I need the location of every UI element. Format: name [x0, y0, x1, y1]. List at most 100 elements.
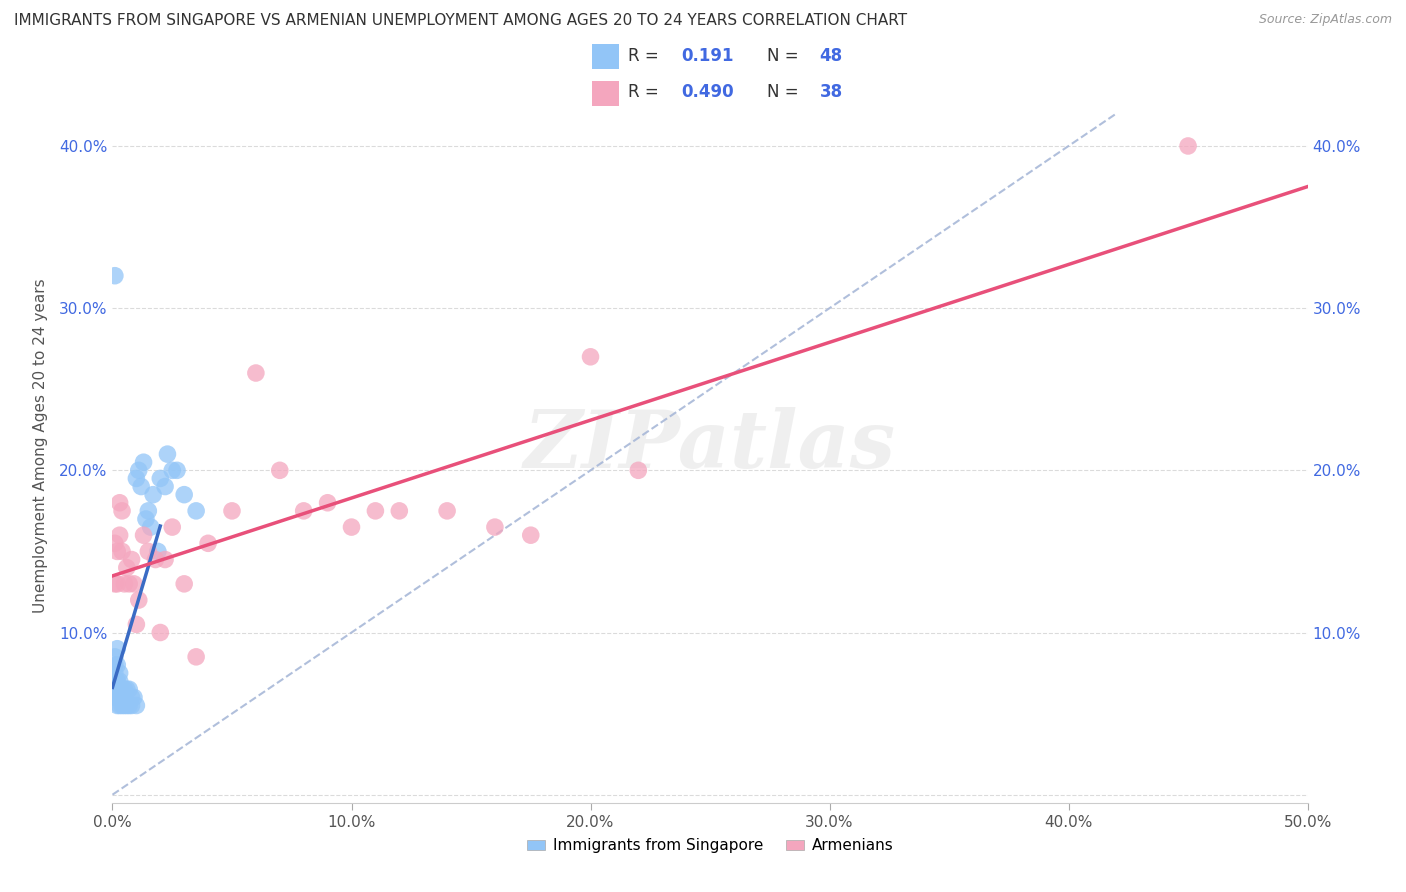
- Point: [105, 698, 128, 713]
- Point: [111, 544, 134, 558]
- Point: [153, 479, 176, 493]
- Point: [197, 536, 219, 550]
- Point: [139, 520, 162, 534]
- Text: N =: N =: [766, 83, 803, 101]
- Point: [105, 682, 128, 697]
- Point: [104, 666, 127, 681]
- Point: [105, 641, 128, 656]
- Point: [579, 350, 602, 364]
- Point: [153, 552, 176, 566]
- Point: [108, 528, 131, 542]
- Point: [115, 682, 138, 697]
- Point: [132, 528, 155, 542]
- Point: [111, 690, 134, 705]
- Point: [105, 577, 128, 591]
- Text: N =: N =: [766, 46, 803, 65]
- Point: [118, 698, 141, 713]
- Point: [125, 471, 148, 485]
- Point: [104, 268, 127, 283]
- Point: [388, 504, 411, 518]
- Legend: Immigrants from Singapore, Armenians: Immigrants from Singapore, Armenians: [520, 832, 900, 859]
- Text: R =: R =: [627, 46, 664, 65]
- Point: [520, 528, 543, 542]
- Point: [173, 577, 195, 591]
- Point: [114, 577, 135, 591]
- Point: [108, 682, 131, 697]
- Point: [104, 649, 127, 664]
- Point: [104, 657, 127, 672]
- Point: [340, 520, 363, 534]
- Point: [162, 520, 183, 534]
- Point: [104, 536, 127, 550]
- Point: [108, 690, 131, 705]
- Point: [105, 674, 128, 689]
- Point: [111, 504, 134, 518]
- Point: [121, 552, 143, 566]
- Point: [118, 682, 141, 697]
- Point: [125, 698, 148, 713]
- Bar: [592, 44, 619, 70]
- Text: 0.191: 0.191: [681, 46, 734, 65]
- Point: [104, 577, 127, 591]
- Point: [156, 447, 179, 461]
- Point: [121, 698, 143, 713]
- Text: ZIPatlas: ZIPatlas: [524, 408, 896, 484]
- Text: 48: 48: [820, 46, 842, 65]
- Point: [142, 488, 165, 502]
- Point: [138, 544, 160, 558]
- Point: [115, 560, 138, 574]
- Point: [104, 682, 127, 697]
- Point: [138, 504, 160, 518]
- Point: [111, 698, 134, 713]
- Point: [105, 544, 128, 558]
- Point: [104, 674, 127, 689]
- Point: [221, 504, 243, 518]
- Point: [108, 666, 131, 681]
- Text: 38: 38: [820, 83, 842, 101]
- Point: [118, 577, 141, 591]
- Point: [292, 504, 315, 518]
- Point: [364, 504, 387, 518]
- Point: [186, 504, 208, 518]
- Point: [122, 690, 145, 705]
- Bar: [592, 80, 619, 106]
- Point: [173, 488, 195, 502]
- Point: [132, 455, 155, 469]
- Point: [149, 625, 172, 640]
- Text: R =: R =: [627, 83, 664, 101]
- Point: [108, 698, 131, 713]
- Point: [121, 690, 143, 705]
- Point: [114, 698, 135, 713]
- Point: [135, 512, 157, 526]
- Point: [129, 479, 152, 493]
- Point: [128, 593, 150, 607]
- Point: [186, 649, 208, 664]
- Point: [146, 544, 169, 558]
- Point: [245, 366, 267, 380]
- Point: [627, 463, 650, 477]
- Point: [105, 657, 128, 672]
- Point: [111, 682, 134, 697]
- Point: [125, 617, 148, 632]
- Point: [104, 690, 127, 705]
- Text: IMMIGRANTS FROM SINGAPORE VS ARMENIAN UNEMPLOYMENT AMONG AGES 20 TO 24 YEARS COR: IMMIGRANTS FROM SINGAPORE VS ARMENIAN UN…: [14, 13, 907, 29]
- Point: [114, 682, 135, 697]
- Point: [145, 552, 167, 566]
- Point: [149, 471, 172, 485]
- Point: [316, 496, 339, 510]
- Point: [128, 463, 150, 477]
- Text: Source: ZipAtlas.com: Source: ZipAtlas.com: [1258, 13, 1392, 27]
- Point: [162, 463, 183, 477]
- Point: [269, 463, 291, 477]
- Y-axis label: Unemployment Among Ages 20 to 24 years: Unemployment Among Ages 20 to 24 years: [32, 278, 48, 614]
- Point: [1177, 139, 1199, 153]
- Point: [114, 690, 135, 705]
- Point: [115, 698, 138, 713]
- Point: [436, 504, 458, 518]
- Point: [108, 496, 131, 510]
- Point: [122, 577, 145, 591]
- Point: [166, 463, 188, 477]
- Text: 0.490: 0.490: [681, 83, 734, 101]
- Point: [105, 690, 128, 705]
- Point: [484, 520, 506, 534]
